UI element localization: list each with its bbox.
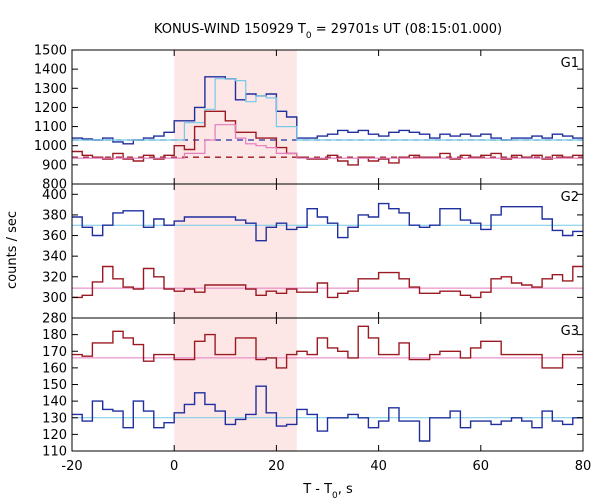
series-blue xyxy=(72,385,583,442)
y-tick-label: 140 xyxy=(42,395,67,410)
shaded-interval xyxy=(174,50,297,451)
y-tick-label: 360 xyxy=(42,229,67,244)
x-tick-label: 40 xyxy=(370,459,387,474)
y-tick-label: 1300 xyxy=(34,82,67,97)
y-tick-label: 1400 xyxy=(34,63,67,78)
x-tick-label: 60 xyxy=(473,459,490,474)
series-red xyxy=(72,325,583,369)
panel-label: G1 xyxy=(561,56,579,71)
y-tick-label: 150 xyxy=(42,378,67,393)
trigger-interval-shading xyxy=(174,50,297,451)
series-red-fit xyxy=(72,124,583,159)
panel-label: G2 xyxy=(561,190,579,205)
y-tick-label: 340 xyxy=(42,250,67,265)
y-tick-label: 1500 xyxy=(34,44,67,59)
chart-title: KONUS-WIND 150929 T0 = 29701s UT (08:15:… xyxy=(154,22,502,41)
panels: 800900100011001200130014001500G128030032… xyxy=(34,44,591,475)
panel-frame xyxy=(71,49,584,185)
y-tick-label: 110 xyxy=(42,445,67,460)
x-tick-label: 0 xyxy=(170,459,178,474)
series-blue xyxy=(72,76,583,145)
x-tick-label: 20 xyxy=(268,459,285,474)
y-tick-label: 280 xyxy=(42,312,67,327)
y-tick-label: 400 xyxy=(42,188,67,203)
y-tick-label: 380 xyxy=(42,208,67,223)
panel-g2: 280 300 320 340 360 380 400 G2 xyxy=(42,183,584,327)
y-tick-label: 300 xyxy=(42,291,67,306)
y-tick-label: 900 xyxy=(42,158,67,173)
x-tick-label: -20 xyxy=(61,459,82,474)
y-tick-label: 170 xyxy=(42,345,67,360)
y-tick-label: 1100 xyxy=(34,120,67,135)
y-tick-label: 1200 xyxy=(34,101,67,116)
series-blue-fit xyxy=(72,78,583,141)
y-axis-label: counts / sec xyxy=(5,211,20,289)
x-axis-label: T - T0, s xyxy=(302,482,353,500)
panel-label: G3 xyxy=(561,324,579,339)
series-blue xyxy=(72,202,583,242)
y-tick-label: 130 xyxy=(42,411,67,426)
x-tick-label: 80 xyxy=(575,459,592,474)
series-red xyxy=(72,265,583,299)
y-tick-label: 800 xyxy=(42,178,67,193)
panel-g1: 800 900 1000 1100 1200 1300 1400 1500 G1 xyxy=(34,44,584,193)
y-tick-label: 1000 xyxy=(34,139,67,154)
y-tick-label: 320 xyxy=(42,270,67,285)
y-tick-label: 120 xyxy=(42,428,67,443)
y-tick-label: 180 xyxy=(42,328,67,343)
y-tick-label: 160 xyxy=(42,361,67,376)
